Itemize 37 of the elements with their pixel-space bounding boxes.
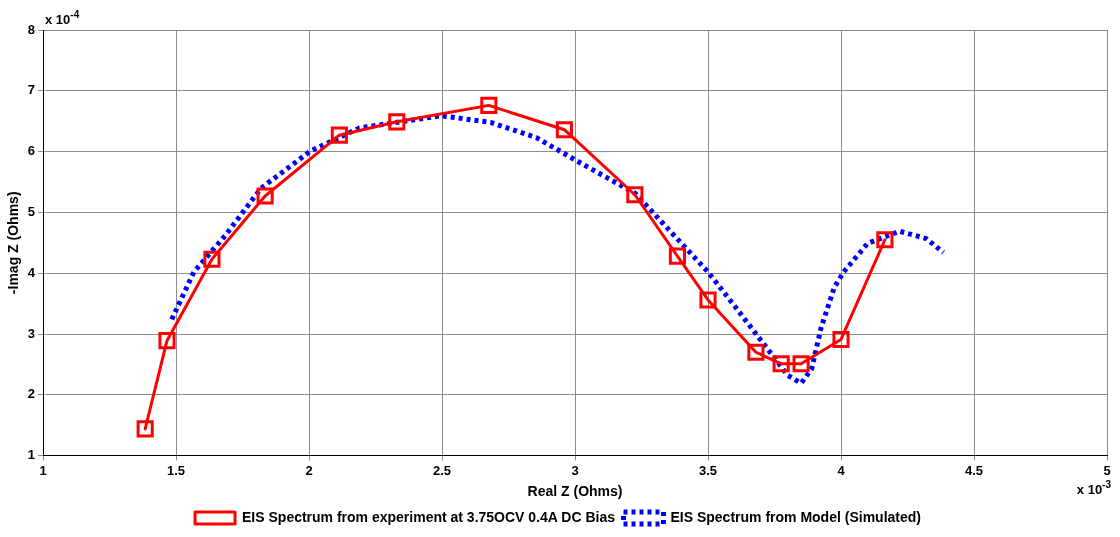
y-tick-label: 5 xyxy=(27,203,36,219)
y-tick-label: 4 xyxy=(27,264,36,280)
x-axis-title: Real Z (Ohms) xyxy=(527,483,623,500)
x-tick-label: 1.5 xyxy=(166,462,186,478)
y-tick-label: 7 xyxy=(27,82,36,98)
y-axis-title: -Imag Z (Ohms) xyxy=(5,191,22,295)
y-tick-label: 1 xyxy=(27,447,36,463)
x-tick-label: 5 xyxy=(1103,462,1111,478)
point xyxy=(330,126,348,144)
y-tick-label: 6 xyxy=(27,143,36,159)
point xyxy=(480,96,498,114)
y-tick-label: 3 xyxy=(27,325,36,341)
x-tick-label: 4.5 xyxy=(964,462,984,478)
y-tick-label: 8 xyxy=(27,21,36,37)
y-tick-label: 2 xyxy=(27,386,36,402)
point xyxy=(388,113,406,131)
legend-label: EIS Spectrum from Model (Simulated) xyxy=(670,508,921,525)
point xyxy=(832,330,850,349)
x-tick-label: 4 xyxy=(837,462,846,478)
x-tick-label: 2.5 xyxy=(432,462,452,478)
legend-label: EIS Spectrum from experiment at 3.75OCV 0.4A DC Bias xyxy=(242,508,616,525)
point xyxy=(876,231,894,249)
x-tick-label: 1 xyxy=(39,462,47,478)
point xyxy=(699,291,717,309)
point xyxy=(747,343,765,361)
x-tick-label: 3 xyxy=(571,462,579,478)
point xyxy=(136,420,154,438)
point xyxy=(256,187,274,205)
x-tick-label: 2 xyxy=(305,462,313,478)
point xyxy=(203,250,221,268)
point xyxy=(772,355,790,373)
point xyxy=(626,186,644,204)
point xyxy=(792,355,810,373)
point xyxy=(668,247,686,265)
point xyxy=(158,332,176,350)
point xyxy=(555,121,573,139)
x-tick-label: 3.5 xyxy=(698,462,718,478)
